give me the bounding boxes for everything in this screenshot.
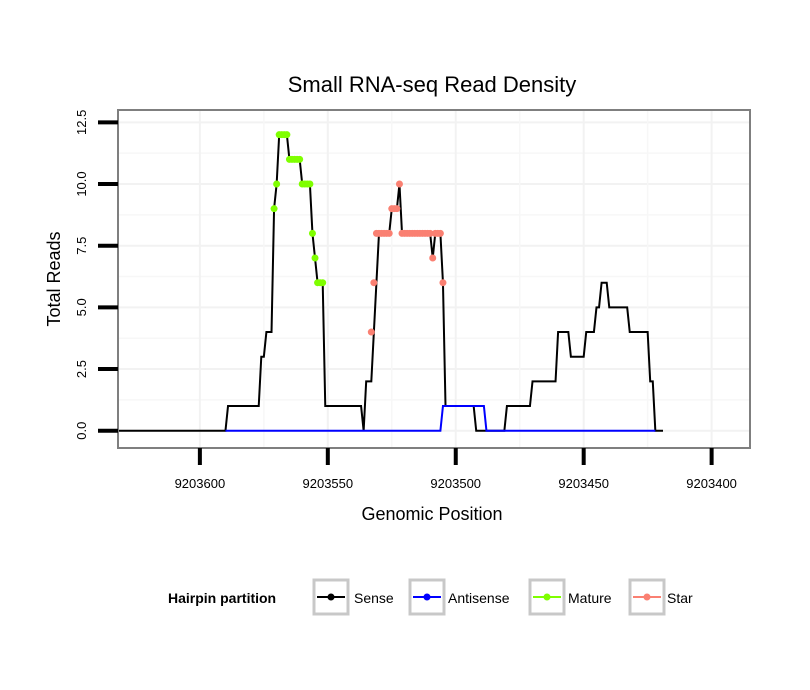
series-points (270, 131, 447, 336)
mature-point (270, 205, 278, 213)
series-line-antisense (225, 405, 656, 432)
mature-point (306, 180, 314, 188)
star-point (395, 180, 403, 188)
y-axis: 0.0 2.5 5.0 7.5 10.0 12.5 (74, 110, 118, 440)
y-tick-label: 0.0 (74, 422, 89, 440)
x-axis: 9203600 9203550 9203500 9203450 9203400 (175, 448, 737, 491)
star-point (385, 229, 393, 237)
x-tick-label: 9203550 (303, 476, 354, 491)
star-point (436, 229, 444, 237)
x-tick-label: 9203400 (686, 476, 737, 491)
mature-point (311, 254, 319, 262)
legend-label-star: Star (667, 590, 693, 606)
y-tick-label: 12.5 (74, 110, 89, 135)
y-tick-label: 10.0 (74, 171, 89, 196)
legend-key-point-antisense (423, 593, 431, 601)
mature-point (319, 279, 327, 287)
mature-point (283, 131, 291, 139)
star-point (370, 279, 378, 287)
y-tick-label: 2.5 (74, 360, 89, 378)
legend-key-point-mature (543, 593, 551, 601)
star-point (429, 254, 437, 262)
x-tick-label: 9203450 (558, 476, 609, 491)
star-point (439, 279, 447, 287)
star-point (367, 328, 375, 336)
y-tick-label: 5.0 (74, 298, 89, 316)
plot-panel-border (117, 109, 751, 449)
legend-key-point-star (643, 593, 651, 601)
mature-point (273, 180, 281, 188)
legend-label-antisense: Antisense (448, 590, 510, 606)
chart-title: Small RNA-seq Read Density (288, 72, 577, 97)
x-axis-label: Genomic Position (361, 504, 502, 524)
mature-point (296, 155, 304, 163)
legend-key-point-sense (327, 593, 335, 601)
legend-title: Hairpin partition (168, 590, 276, 606)
mature-point (308, 229, 316, 237)
legend-label-mature: Mature (568, 590, 612, 606)
legend: Hairpin partition Sense Antisense Mature St… (168, 578, 693, 616)
legend-label-sense: Sense (354, 590, 394, 606)
y-axis-label: Total Reads (44, 231, 64, 326)
star-point (393, 205, 401, 213)
x-tick-label: 9203600 (175, 476, 226, 491)
y-tick-label: 7.5 (74, 237, 89, 255)
plot-panel-background (118, 110, 750, 448)
star-point (426, 229, 434, 237)
x-tick-label: 9203500 (430, 476, 481, 491)
grid-lines (118, 110, 750, 448)
